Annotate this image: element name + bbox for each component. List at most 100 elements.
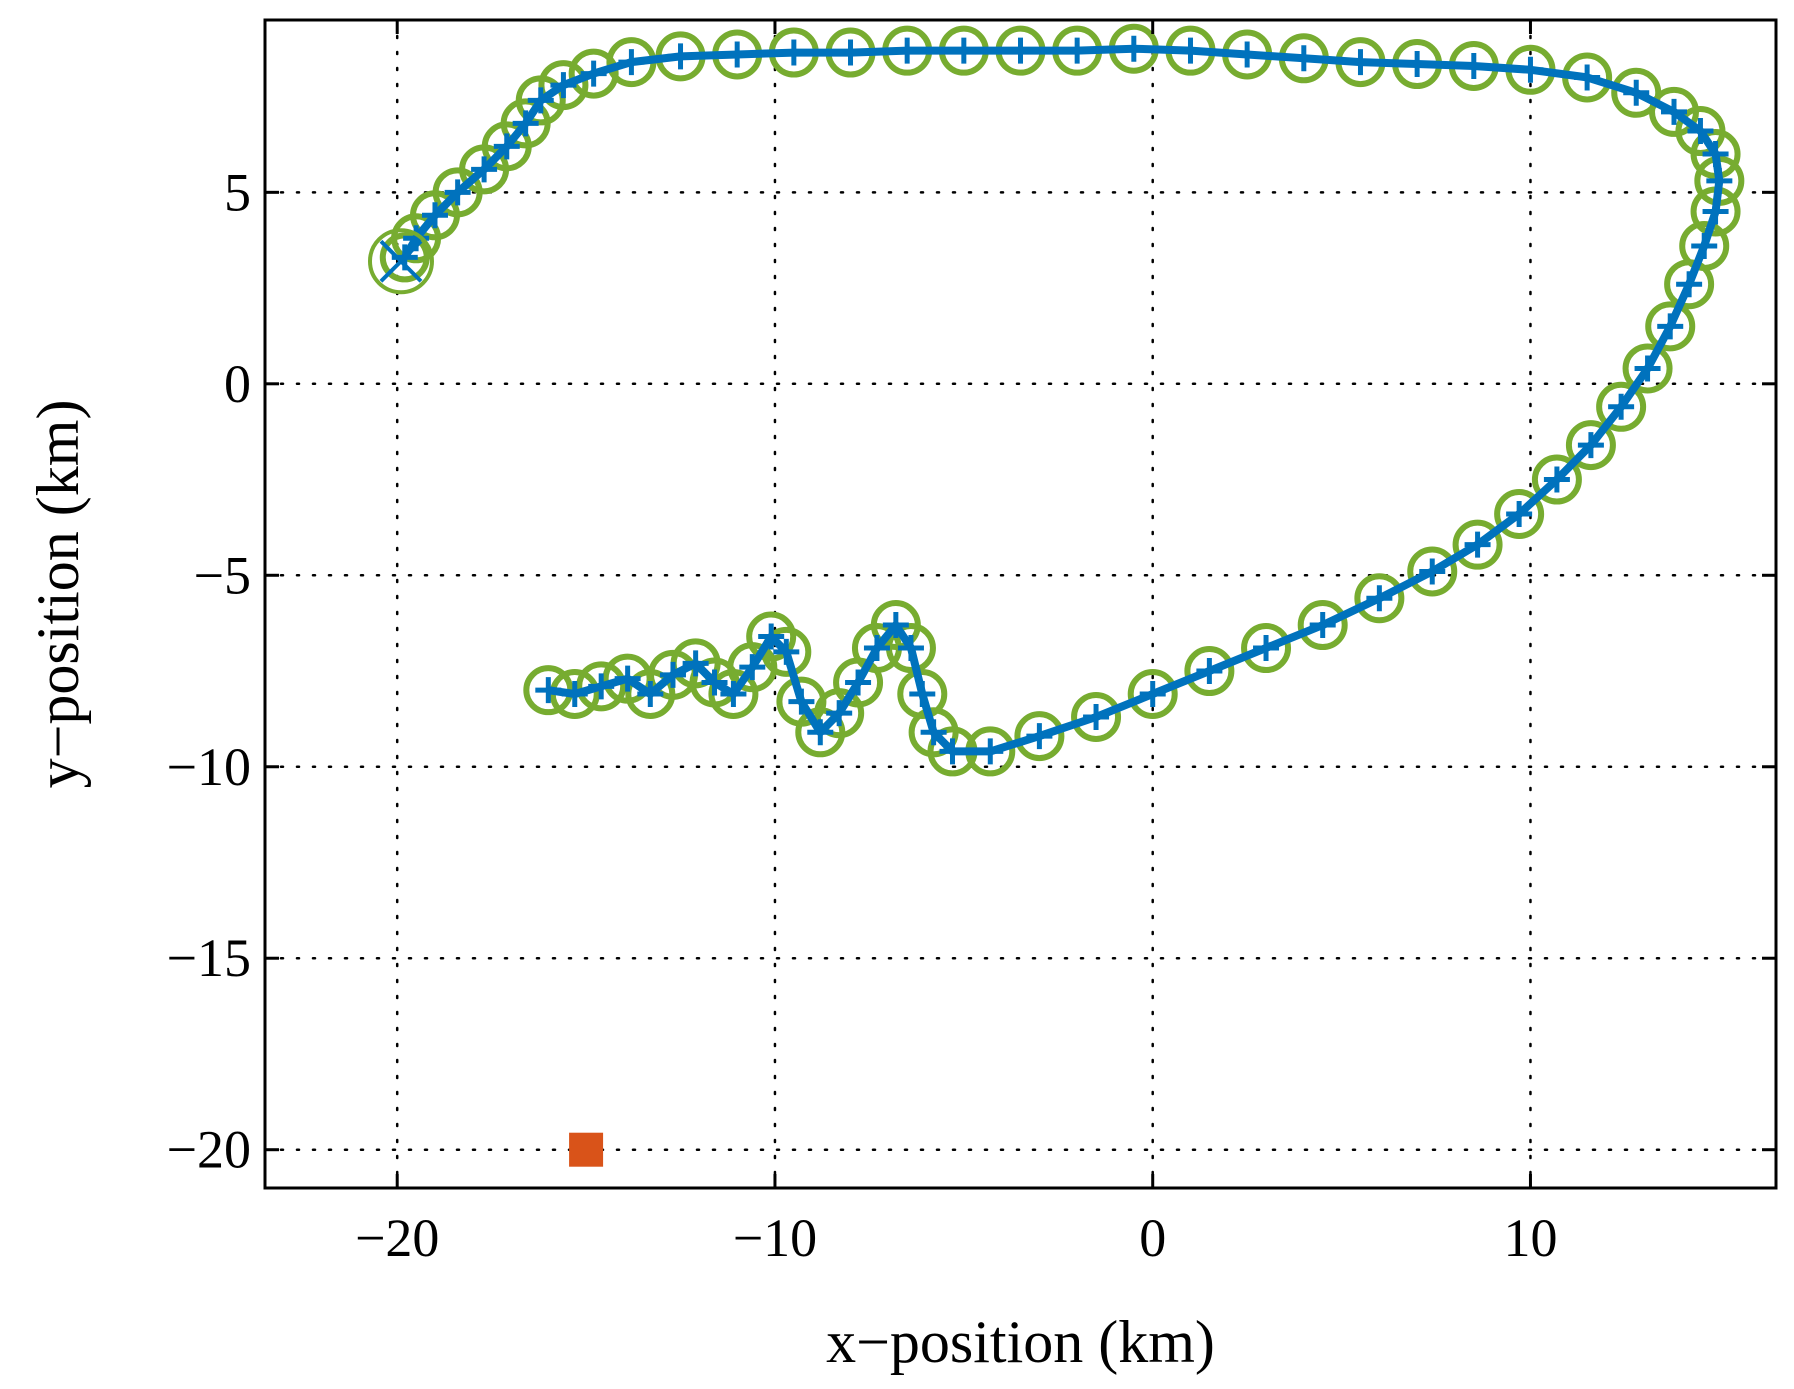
- plus-marker: [950, 37, 977, 64]
- plus-marker: [1139, 680, 1166, 707]
- plus-marker: [897, 635, 924, 662]
- plus-marker: [550, 72, 577, 99]
- plus-marker: [1064, 37, 1091, 64]
- plus-marker: [1309, 612, 1336, 639]
- plus-marker: [659, 661, 686, 688]
- plus-marker: [1608, 393, 1635, 420]
- plus-marker: [1083, 703, 1110, 730]
- plus-marker: [863, 635, 890, 662]
- plus-marker: [1687, 118, 1714, 145]
- plus-marker: [1691, 232, 1718, 259]
- plus-marker: [1661, 98, 1688, 125]
- plus-marker: [807, 719, 834, 746]
- plus-marker: [1007, 37, 1034, 64]
- circle-marker: [897, 668, 948, 719]
- plus-marker: [837, 39, 864, 66]
- plus-marker: [444, 179, 471, 206]
- plus-marker: [788, 688, 815, 715]
- plus-marker: [527, 87, 554, 114]
- axes-box: [263, 18, 1778, 1190]
- plus-marker: [580, 60, 607, 87]
- plus-marker: [1702, 141, 1729, 168]
- plus-marker: [493, 133, 520, 160]
- circle-marker: [602, 653, 653, 704]
- plus-marker: [1543, 466, 1570, 493]
- circle-marker: [538, 60, 589, 111]
- circle-marker: [1622, 343, 1673, 394]
- plus-marker: [512, 110, 539, 137]
- plus-marker: [845, 669, 872, 696]
- plus-marker: [1657, 313, 1684, 340]
- start-circle-marker: [367, 228, 434, 295]
- target-square-marker: [569, 1132, 604, 1167]
- circle-marker: [1494, 489, 1545, 540]
- plus-marker: [618, 49, 645, 76]
- y-tick-label: −20: [167, 1120, 251, 1180]
- grid-layer: [263, 18, 1778, 1190]
- plus-marker: [1290, 45, 1317, 72]
- y-tick-label: −10: [167, 737, 251, 797]
- circle-marker: [1531, 454, 1582, 505]
- plus-marker: [1177, 37, 1204, 64]
- plus-marker: [773, 638, 800, 665]
- circle-marker: [576, 661, 627, 712]
- start-x-marker: [379, 239, 423, 283]
- y-tick-label: −5: [194, 545, 251, 605]
- plus-marker: [1460, 52, 1487, 79]
- data-layer: [367, 23, 1745, 1167]
- plus-marker: [720, 680, 747, 707]
- plus-marker: [758, 623, 785, 650]
- circle-marker: [1565, 420, 1616, 471]
- plus-marker: [1234, 41, 1261, 68]
- plus-marker: [1506, 501, 1533, 528]
- plus-marker: [1702, 198, 1729, 225]
- circle-marker: [1596, 381, 1647, 432]
- circle-marker: [1664, 259, 1715, 310]
- x-tick-label: −20: [355, 1208, 439, 1268]
- plus-marker: [1623, 79, 1650, 106]
- plus-marker: [1706, 167, 1733, 194]
- ticks-layer: −20 −10 0 10 5 0 −5 −10 −15 −20: [167, 20, 1776, 1268]
- y-tick-label: 0: [224, 354, 251, 414]
- plus-marker: [1517, 56, 1544, 83]
- plus-marker: [701, 669, 728, 696]
- plus-marker: [1196, 658, 1223, 685]
- plus-marker: [1577, 432, 1604, 459]
- plus-marker: [826, 700, 853, 727]
- plus-marker: [1347, 49, 1374, 76]
- plus-marker: [920, 719, 947, 746]
- y-tick-label: −15: [167, 928, 251, 988]
- plus-marker: [739, 654, 766, 681]
- y-tick-label: 5: [224, 162, 251, 222]
- circle-marker: [776, 676, 827, 727]
- plus-marker: [588, 673, 615, 700]
- plus-marker: [535, 677, 562, 704]
- plus-marker: [909, 680, 936, 707]
- circle-marker: [1184, 646, 1235, 697]
- track-line: [401, 44, 1724, 756]
- plus-marker: [1366, 585, 1393, 612]
- plus-marker: [421, 202, 448, 229]
- plus-marker: [614, 665, 641, 692]
- plus-marker: [682, 650, 709, 677]
- circle-marker: [1452, 519, 1503, 570]
- circle-marker: [1297, 600, 1348, 651]
- circle-marker: [1014, 711, 1065, 762]
- y-axis-label: y−position (km): [25, 400, 91, 789]
- plus-marker: [894, 37, 921, 64]
- circle-marker: [1407, 546, 1458, 597]
- plus-marker: [1419, 558, 1446, 585]
- plus-marker: [1253, 635, 1280, 662]
- x-axis-label: x−position (km): [826, 1309, 1215, 1375]
- plus-marker: [1026, 723, 1053, 750]
- plus-marker: [1120, 35, 1147, 62]
- plus-marker: [667, 43, 694, 70]
- circle-marker: [1645, 301, 1696, 352]
- plus-marker: [471, 156, 498, 183]
- x-tick-label: 0: [1139, 1208, 1166, 1268]
- x-tick-label: 10: [1503, 1208, 1557, 1268]
- plus-marker: [637, 680, 664, 707]
- plus-marker: [724, 41, 751, 68]
- plus-marker: [882, 612, 909, 639]
- x-tick-label: −10: [733, 1208, 817, 1268]
